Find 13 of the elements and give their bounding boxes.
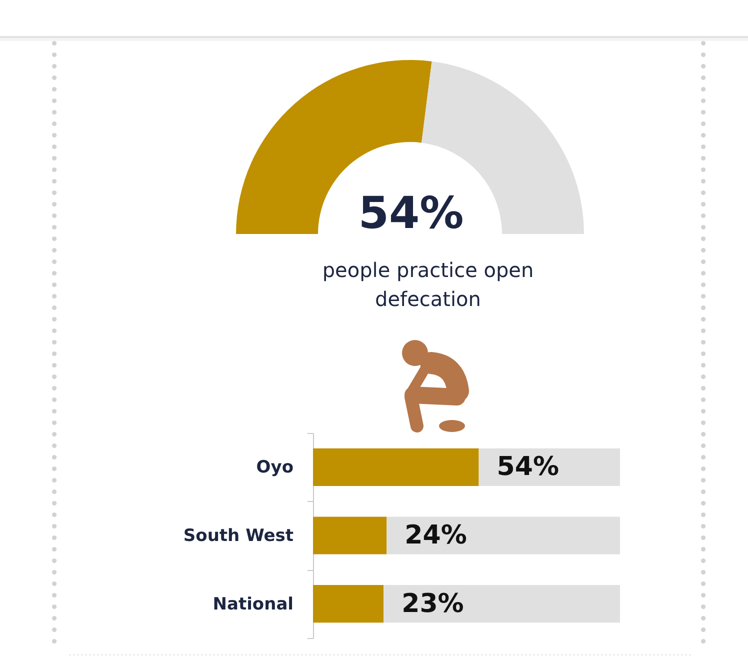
- text: people practice open defecation: [322, 258, 534, 311]
- data-label: 23%: [402, 588, 464, 619]
- data-label: 24%: [404, 520, 467, 550]
- y-tick-label: National: [212, 594, 294, 614]
- bar: [313, 448, 479, 486]
- bar: [386, 516, 620, 554]
- data-label: 54%: [496, 452, 560, 482]
- y-tick-label: Oyo: [256, 458, 294, 478]
- y-tick-label: South West: [183, 526, 294, 546]
- data-label: 54%: [358, 188, 464, 239]
- bar: [313, 516, 387, 554]
- bar: [313, 585, 384, 623]
- bar: [384, 585, 620, 623]
